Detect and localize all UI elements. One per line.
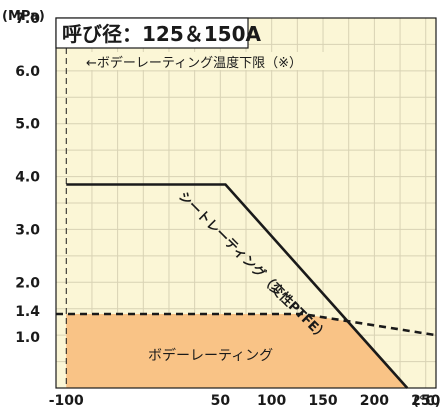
y-tick-labels: 1.0 1.4 2.0 3.0 4.0 5.0 6.0 7.0 xyxy=(15,11,40,346)
body-low-limit-label: ←ボデーレーティング温度下限（※） xyxy=(86,55,302,71)
body-rating-fill xyxy=(66,314,408,388)
y-tick-label: 5.0 xyxy=(15,117,40,133)
body-rating-label: ボデーレーティング xyxy=(148,347,273,364)
y-axis-unit: (MPa) xyxy=(2,9,45,24)
x-axis-unit: (℃) xyxy=(413,394,441,408)
y-tick-label: 1.4 xyxy=(15,304,40,320)
x-tick-label: 50 xyxy=(211,393,231,408)
arrow-left-icon: ← xyxy=(86,56,97,71)
y-tick-label: 4.0 xyxy=(15,170,40,186)
x-tick-label: -100 xyxy=(49,393,84,408)
x-tick-label: 100 xyxy=(257,393,286,408)
y-tick-label: 6.0 xyxy=(15,64,40,80)
x-tick-labels: -100 50 100 150 200 250 xyxy=(49,393,441,409)
body-low-limit-text: ボデーレーティング温度下限（※） xyxy=(97,55,302,71)
x-tick-label: 250 xyxy=(411,393,440,408)
y-tick-label: 3.0 xyxy=(15,222,40,238)
x-tick-label: 150 xyxy=(308,393,337,408)
chart-title: 呼び径：125＆150A xyxy=(62,22,261,46)
y-tick-label: 1.0 xyxy=(15,330,40,346)
title-box xyxy=(55,17,249,49)
y-tick-label: 7.0 xyxy=(15,11,40,27)
x-tick-label: 200 xyxy=(360,393,389,408)
limit-label-bg xyxy=(90,52,335,70)
y-tick-label: 2.0 xyxy=(15,275,40,291)
body-rating-line xyxy=(56,312,437,337)
